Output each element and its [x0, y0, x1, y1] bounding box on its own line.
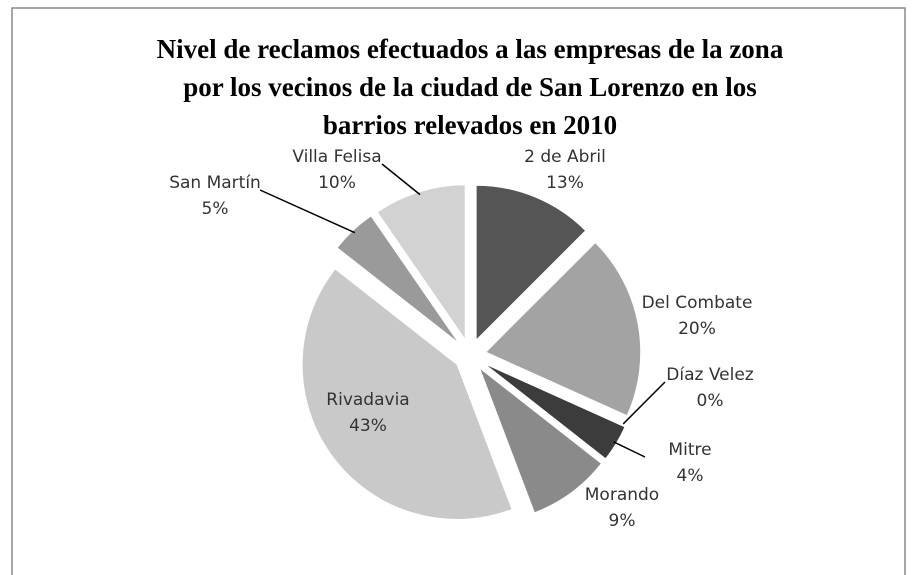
slice-name: Del Combate — [642, 293, 753, 313]
slice-value: 43% — [349, 416, 387, 436]
leader-line — [613, 441, 646, 458]
data-label: Rivadavia 43% — [326, 390, 409, 436]
data-label: Díaz Velez 0% — [666, 365, 754, 411]
slice-name: San Martín — [169, 173, 261, 193]
slice-value: 13% — [546, 173, 584, 193]
data-label: 2 de Abril 13% — [524, 147, 606, 193]
leader-line — [259, 189, 356, 234]
data-label: Morando 9% — [585, 485, 659, 531]
slice-name: Díaz Velez — [666, 365, 754, 385]
pie-slice — [336, 215, 460, 344]
data-label: Mitre 4% — [668, 440, 711, 486]
slice-value: 5% — [202, 199, 229, 219]
slice-name: Mitre — [668, 440, 711, 460]
pie-slice — [376, 184, 466, 342]
slice-name: Rivadavia — [326, 390, 409, 410]
leader-line — [622, 381, 666, 425]
slice-value: 4% — [677, 466, 704, 486]
slice-name: Villa Felisa — [292, 147, 381, 167]
pie-slice — [484, 241, 642, 417]
leader-line — [381, 163, 421, 196]
pie-slice — [475, 184, 587, 342]
chart-title: Nivel de reclamos efectuados a las empre… — [157, 34, 784, 140]
pie-slice — [301, 268, 513, 520]
pie-slice — [478, 366, 603, 514]
slice-name: 2 de Abril — [524, 147, 606, 167]
slice-value: 9% — [609, 511, 636, 531]
slice-name: Morando — [585, 485, 659, 505]
data-label: San Martín 5% — [169, 173, 261, 219]
slice-value: 0% — [697, 391, 724, 411]
data-label: Del Combate 20% — [642, 293, 753, 339]
slice-value: 20% — [678, 319, 716, 339]
data-label: Villa Felisa 10% — [292, 147, 381, 193]
slice-value: 10% — [318, 173, 356, 193]
